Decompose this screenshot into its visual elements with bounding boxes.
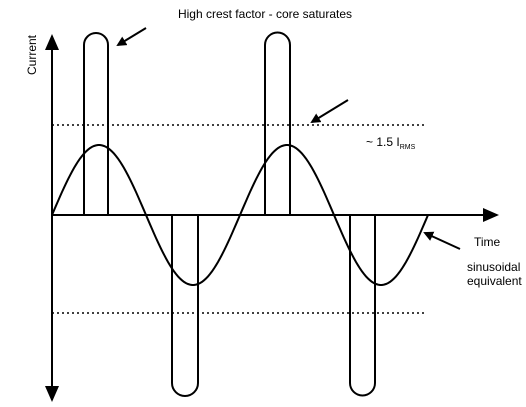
- arrow: [423, 231, 461, 250]
- level-text: ~ 1.5 I: [366, 135, 400, 149]
- pulse: [349, 215, 376, 397]
- sine-label: equivalent: [467, 274, 522, 288]
- y-axis-label: Current: [25, 34, 39, 75]
- arrow: [310, 99, 349, 124]
- pulse: [83, 32, 109, 215]
- arrow: [116, 27, 147, 47]
- x-axis-label: Time: [474, 235, 501, 249]
- level-label: ~ 1.5 IRMS: [366, 135, 416, 151]
- pulse: [264, 31, 291, 215]
- title: High crest factor - core saturates: [178, 7, 352, 21]
- sine-wave: [51, 144, 429, 286]
- pulse: [171, 215, 199, 397]
- level-subscript: RMS: [400, 144, 416, 151]
- sine-label: sinusoidal: [467, 260, 520, 274]
